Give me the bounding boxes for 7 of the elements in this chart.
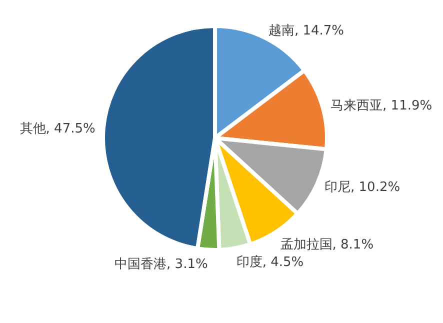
slice-label: 越南, 14.7% [268, 24, 344, 39]
slice-label: 印度, 4.5% [236, 254, 304, 270]
slice-label: 中国香港, 3.1% [114, 256, 208, 272]
slice-label: 印尼, 10.2% [324, 180, 400, 196]
slice-label: 马来西亚, 11.9% [330, 98, 432, 114]
slice-label: 其他, 47.5% [20, 122, 96, 137]
slice-label: 孟加拉国, 8.1% [280, 238, 374, 253]
